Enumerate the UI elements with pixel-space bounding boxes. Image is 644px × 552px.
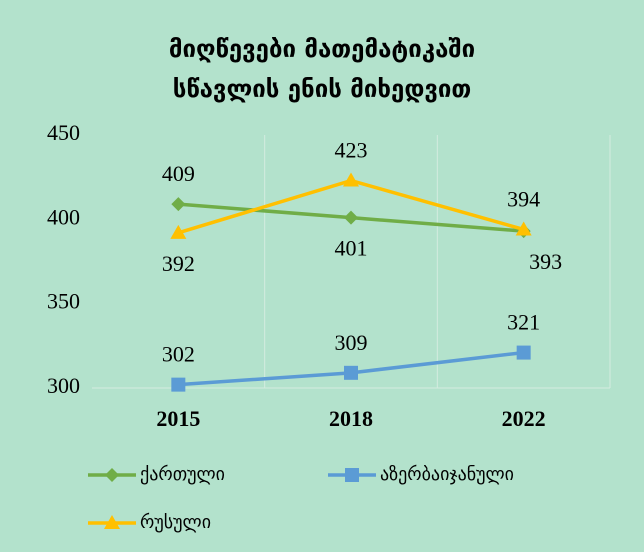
data-label: 409 [162, 161, 195, 186]
marker [344, 210, 358, 225]
data-label: 393 [529, 249, 562, 274]
marker [171, 377, 186, 392]
marker [344, 365, 358, 380]
y-tick-label: 350 [47, 289, 80, 314]
marker [515, 221, 532, 236]
data-label: 321 [507, 310, 540, 335]
marker [105, 468, 119, 482]
marker [343, 172, 359, 187]
data-label: 394 [507, 187, 540, 212]
legend-label: აზერბაიჯანული [380, 464, 514, 485]
marker [170, 224, 187, 239]
chart-title: სწავლის ენის მიხედვით [173, 75, 472, 103]
chart-title: მიღწევები მათემატიკაში [169, 35, 475, 63]
marker [171, 197, 186, 212]
data-label: 302 [162, 342, 195, 367]
data-label: 423 [335, 138, 368, 163]
x-tick-label: 2018 [329, 406, 373, 431]
y-tick-label: 300 [47, 373, 80, 398]
legend-label: ქართული [140, 464, 225, 485]
data-label: 309 [335, 330, 368, 355]
data-label: 401 [335, 236, 368, 261]
y-tick-label: 400 [47, 204, 80, 229]
y-tick-label: 450 [47, 120, 80, 145]
marker [516, 345, 531, 360]
legend-label: რუსული [140, 512, 211, 533]
data-label: 392 [162, 251, 195, 276]
x-tick-label: 2022 [502, 406, 546, 431]
x-tick-label: 2015 [156, 406, 200, 431]
marker [104, 515, 120, 529]
marker [345, 468, 359, 482]
